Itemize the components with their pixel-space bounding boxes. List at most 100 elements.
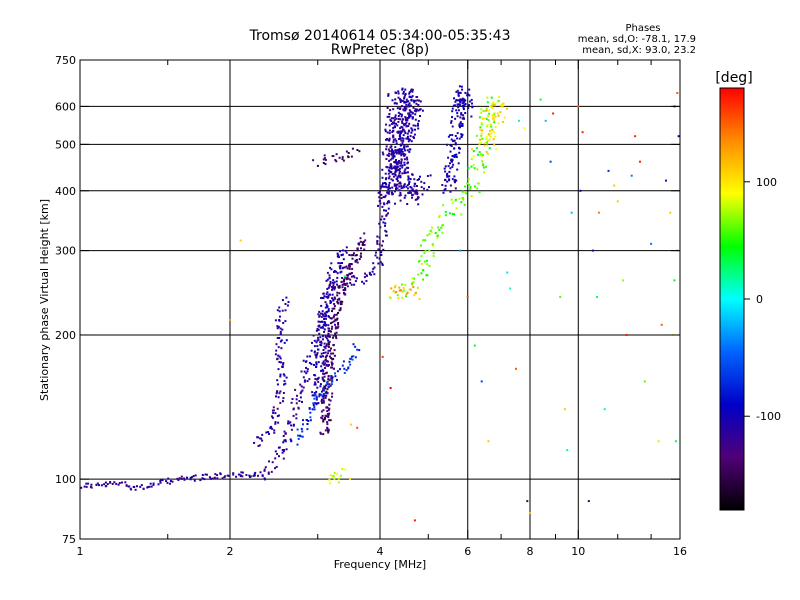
data-point [432,252,435,255]
data-point [328,274,331,277]
data-point [472,150,475,153]
data-point [480,132,483,135]
y-axis-label: Stationary phase Virtual Height [km] [38,199,51,401]
data-point [343,372,346,374]
data-point [453,180,456,183]
data-point [460,98,463,101]
data-point [388,113,391,115]
data-point [413,178,416,181]
data-point [319,385,322,388]
data-point [208,476,211,479]
data-point [470,165,473,168]
data-point [501,105,504,108]
data-point [338,292,341,295]
data-point [321,378,324,381]
data-point [140,484,143,487]
data-point [334,286,337,289]
data-point [451,116,453,119]
data-point [313,374,316,376]
data-point [587,500,590,503]
data-point [343,293,346,296]
data-point [394,149,397,152]
data-point [333,305,336,308]
data-point [450,145,453,147]
data-point [325,406,328,409]
data-point [229,318,231,321]
data-point [245,474,248,476]
data-point [445,174,448,177]
data-point [263,468,266,471]
data-point [419,108,422,111]
data-point [257,445,260,447]
data-point [346,274,349,277]
data-point [281,309,284,312]
data-point [408,109,411,112]
data-point [464,191,467,194]
data-point [278,392,281,395]
data-point [416,179,419,181]
data-point [390,120,393,122]
data-point [328,403,331,406]
data-point [471,102,473,105]
data-point [357,242,360,245]
data-point [277,414,280,417]
data-point [337,325,340,328]
data-point [440,226,443,229]
data-point [414,198,417,201]
data-point [502,102,505,105]
data-point [386,138,389,140]
data-point [324,335,327,338]
data-point [223,476,226,479]
data-point [325,371,328,374]
data-point [335,378,338,381]
data-point [480,380,483,383]
data-point [416,185,418,187]
data-point [388,181,391,184]
data-point [298,400,301,402]
data-point [323,154,326,157]
data-point [287,420,290,423]
data-point [322,397,325,400]
data-point [279,327,282,330]
data-point [401,186,404,189]
data-point [313,408,316,411]
data-point [404,153,407,156]
data-point [322,399,325,402]
data-point [394,138,397,141]
data-point [458,99,461,102]
data-point [386,191,389,194]
data-point [352,355,355,358]
data-point [281,365,284,368]
data-point [517,119,520,122]
phases-box: Phases mean, sd,O: -78.1, 17.9 mean, sd,… [578,23,696,56]
data-point [399,99,402,102]
data-point [253,472,256,475]
data-point [413,182,416,185]
data-point [352,274,355,277]
data-point [426,175,429,177]
data-point [315,403,318,406]
data-point [216,474,219,477]
data-point [302,419,304,422]
data-point [331,310,333,313]
data-point [358,258,361,261]
data-point [401,148,403,151]
data-point [337,262,340,265]
data-point [295,402,298,405]
data-point [331,392,334,395]
data-point [660,323,663,326]
data-point [401,105,403,108]
data-point [299,434,301,437]
data-point [169,482,171,485]
data-point [342,159,345,162]
data-point [438,215,441,218]
data-point [333,296,336,299]
data-point [409,138,411,141]
data-point [322,388,325,391]
data-point [336,283,338,286]
data-point [492,116,494,119]
data-point [451,213,454,215]
data-point [457,106,460,109]
data-point [87,482,90,485]
data-point [411,95,414,98]
